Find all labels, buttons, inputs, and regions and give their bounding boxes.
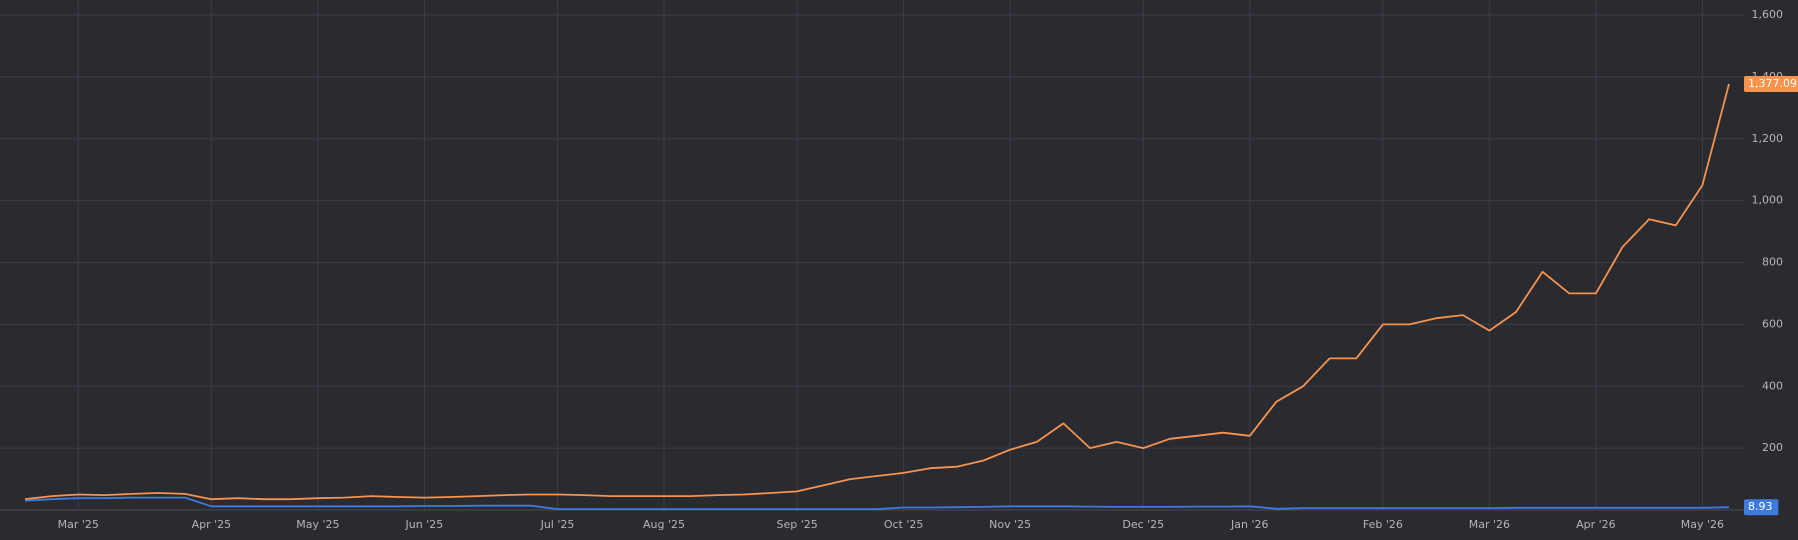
value-badge: 8.93: [1744, 499, 1779, 516]
x-tick-label: Oct '25: [884, 518, 924, 531]
x-tick-label: Apr '25: [192, 518, 232, 531]
y-tick-label: 400: [1762, 379, 1783, 392]
y-tick-label: 200: [1762, 441, 1783, 454]
y-tick-label: 800: [1762, 256, 1783, 269]
badge-bg: [1744, 499, 1779, 516]
x-tick-label: Apr '26: [1576, 518, 1616, 531]
value-badge: 1,377.09: [1744, 75, 1798, 92]
line-series: [24, 83, 1730, 501]
x-tick-label: Nov '25: [989, 518, 1031, 531]
y-tick-label: 1,200: [1752, 132, 1784, 145]
x-tick-label: May '26: [1681, 518, 1724, 531]
line-series: [24, 496, 1730, 510]
x-tick-label: May '25: [296, 518, 339, 531]
x-tick-label: Mar '26: [1469, 518, 1510, 531]
y-tick-label: 1,000: [1752, 194, 1784, 207]
value-label: 8.93: [1748, 500, 1773, 513]
x-tick-label: Jul '25: [540, 518, 575, 531]
x-tick-label: Sep '25: [777, 518, 818, 531]
x-tick-label: Jun '25: [405, 518, 444, 531]
y-tick-label: 600: [1762, 317, 1783, 330]
x-tick-label: Jan '26: [1230, 518, 1268, 531]
x-tick-label: Dec '25: [1122, 518, 1164, 531]
x-tick-label: Aug '25: [643, 518, 685, 531]
x-tick-label: Feb '26: [1363, 518, 1403, 531]
value-label: 1,377.09: [1748, 77, 1797, 90]
y-tick-label: 1,600: [1752, 8, 1784, 21]
x-tick-label: Mar '25: [58, 518, 99, 531]
badge-bg: [1744, 75, 1798, 92]
